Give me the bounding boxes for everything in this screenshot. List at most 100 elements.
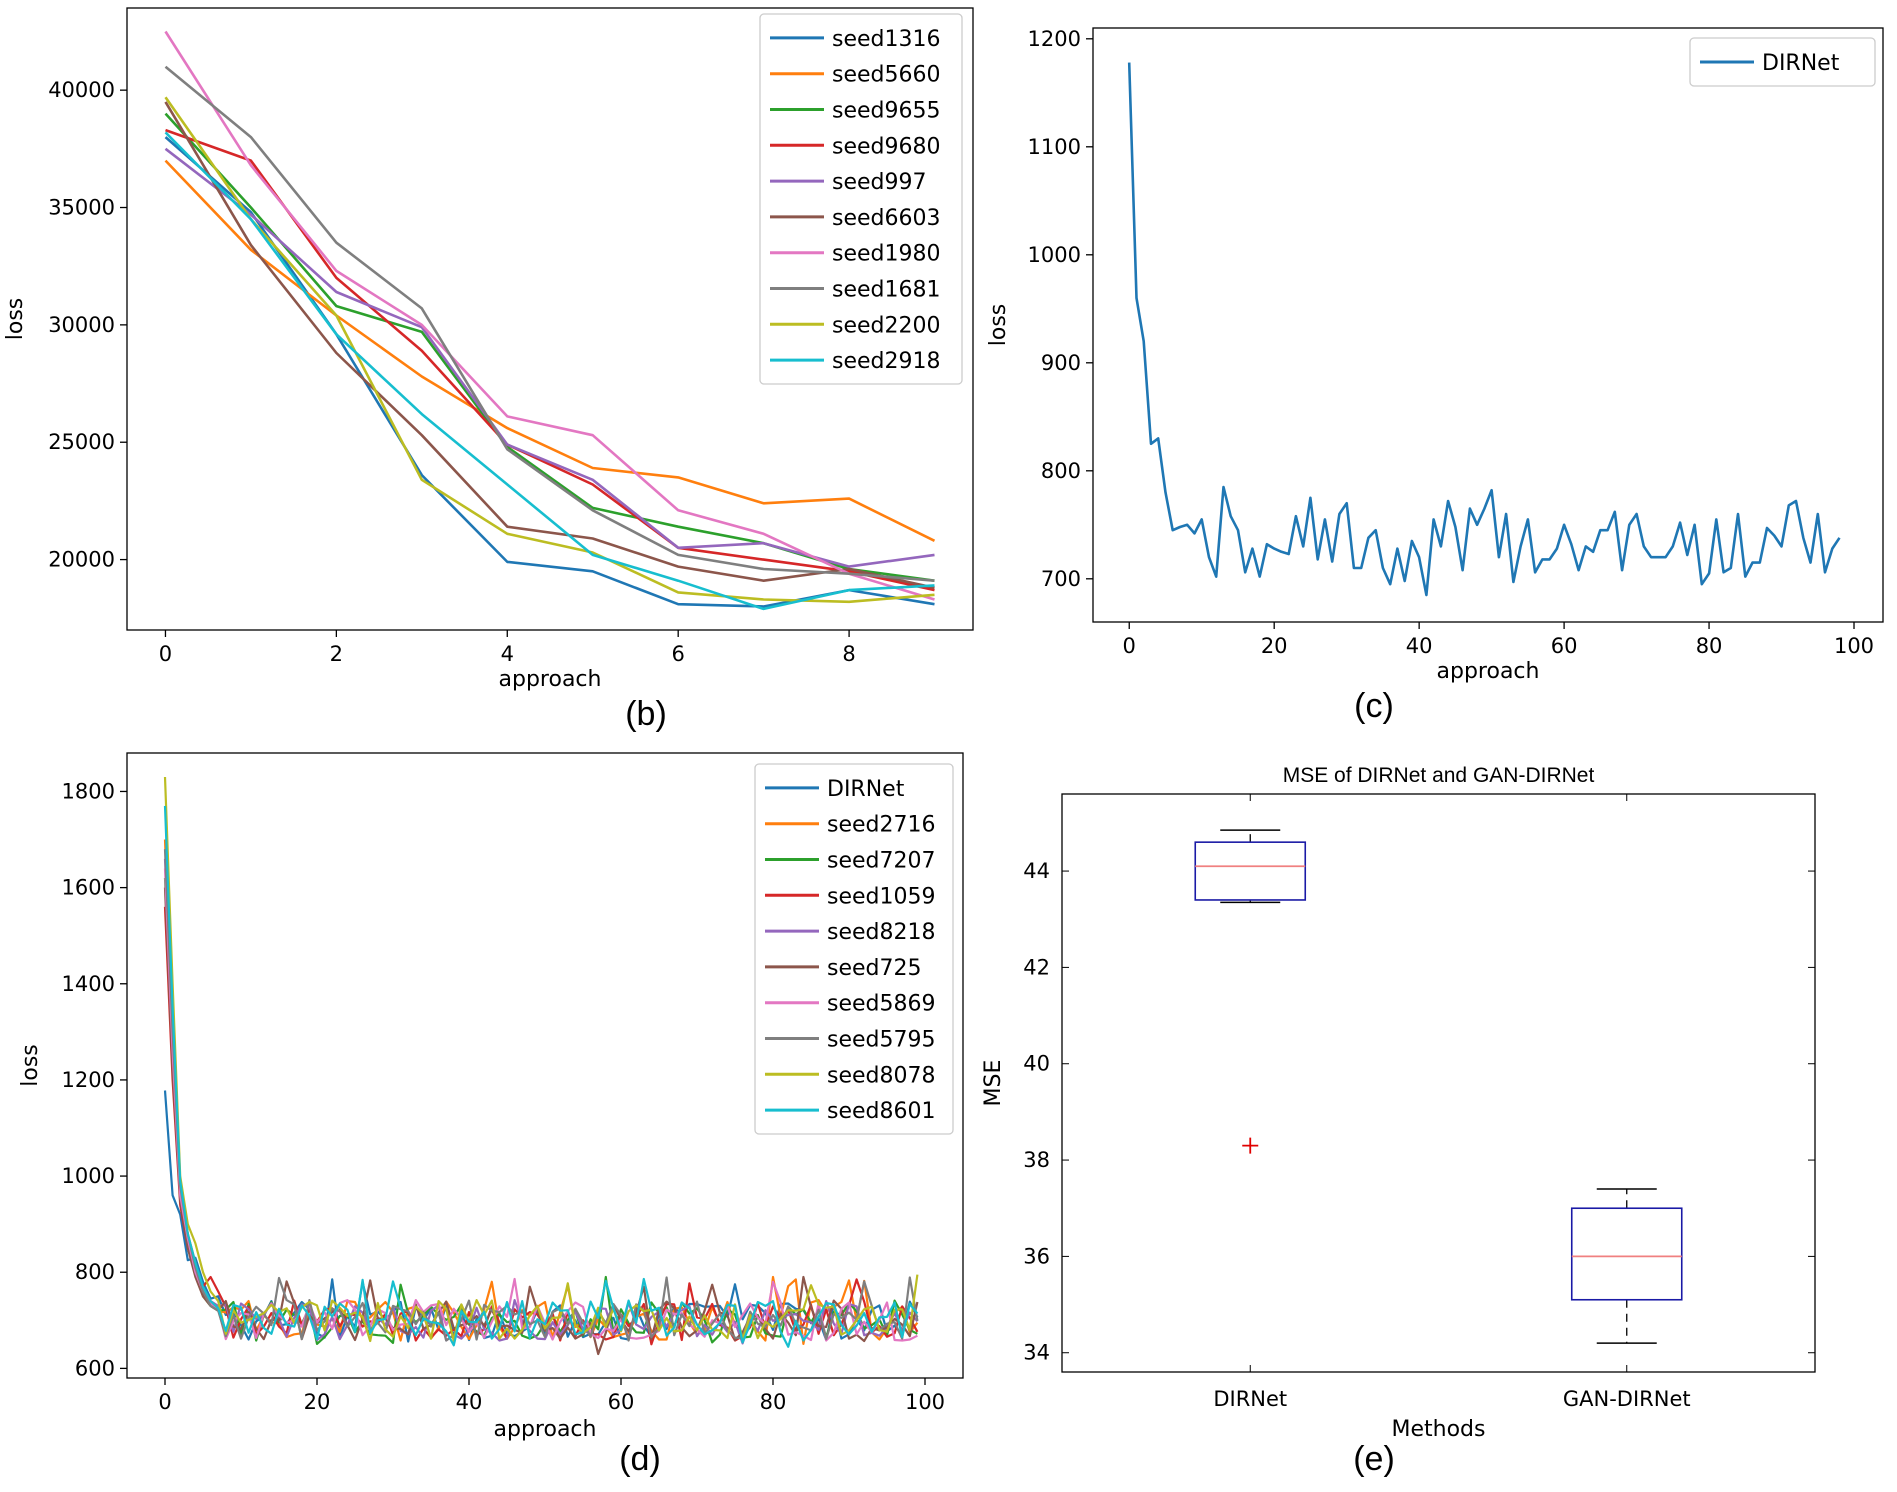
- legend-entry: seed7207: [827, 849, 936, 874]
- y-tick-label: 34: [1023, 1341, 1050, 1365]
- y-tick-label: 20000: [48, 548, 115, 572]
- x-tick-label: 40: [456, 1390, 483, 1414]
- series-line-seed2716: [163, 839, 919, 1346]
- x-tick-label: 20: [304, 1390, 331, 1414]
- series-line-seed6603: [164, 101, 935, 590]
- y-tick-label: 38: [1023, 1148, 1050, 1172]
- y-tick-label: 1200: [1028, 27, 1081, 51]
- legend-box: [1689, 37, 1876, 87]
- legend-box: [759, 13, 963, 385]
- axes-frame: [1061, 793, 1816, 1373]
- y-tick-label: 25000: [48, 430, 115, 454]
- x-axis-label: Methods: [1392, 1417, 1486, 1442]
- legend-entry: seed9655: [832, 99, 941, 124]
- legend-entry: seed8218: [827, 920, 936, 945]
- x-tick-label: 0: [158, 1390, 171, 1414]
- legend-entry: DIRNet: [1762, 51, 1840, 76]
- chart-c: 0 20 40 60 80 100 700 800 900 1000 1100 1200 approac…: [986, 27, 1884, 725]
- chart-d: 0 20 40 60 80 100 600 800 1000 1200 1400 1600 1800 ap…: [18, 752, 964, 1478]
- x-axis-label: approach: [494, 1417, 597, 1442]
- x-tick-label: 6: [671, 642, 684, 666]
- x-tick-label: 60: [1551, 634, 1578, 658]
- panel-caption: (b): [625, 695, 667, 733]
- legend-entry: seed1980: [832, 242, 941, 267]
- legend-entry: seed9680: [832, 134, 941, 159]
- legend-entry: seed5869: [827, 992, 936, 1017]
- series-line-seed8601: [163, 805, 919, 1348]
- x-tick-label: 100: [1834, 634, 1874, 658]
- x-category-label: DIRNet: [1213, 1387, 1287, 1411]
- x-axis-label: approach: [499, 667, 602, 692]
- y-tick-label: 40000: [48, 78, 115, 102]
- axes-frame: [1092, 27, 1884, 623]
- legend-entry: seed6603: [832, 206, 941, 231]
- y-tick-label: 36: [1023, 1244, 1050, 1268]
- legend-entry: seed997: [832, 170, 927, 195]
- y-tick-label: 1800: [62, 779, 115, 803]
- legend-entry: DIRNet: [827, 777, 905, 802]
- x-tick-label: 0: [1123, 634, 1136, 658]
- chart-b: 0 2 4 6 8 20000 25000 30000 35000 40000 approach lo…: [3, 7, 974, 733]
- box-DIRNet: [1194, 841, 1307, 901]
- y-axis-label: loss: [986, 304, 1011, 347]
- series-line-seed1980: [164, 30, 935, 601]
- legend-entry: seed1681: [832, 278, 941, 303]
- panel-caption: (c): [1354, 687, 1394, 725]
- x-tick-label: 2: [330, 642, 343, 666]
- x-tick-label: 80: [1696, 634, 1723, 658]
- y-tick-label: 1200: [62, 1068, 115, 1092]
- box-GAN-DIRNet: [1570, 1207, 1683, 1301]
- series-line-seed1681: [164, 65, 935, 582]
- series-line-seed5795: [163, 849, 919, 1342]
- y-tick-label: 1100: [1028, 135, 1081, 159]
- legend-entry: seed725: [827, 956, 922, 981]
- y-tick-label: 900: [1041, 351, 1081, 375]
- legend-entry: seed2200: [832, 313, 941, 338]
- x-tick-label: 20: [1261, 634, 1288, 658]
- series-line-seed5660: [164, 159, 936, 542]
- legend-entry: seed1059: [827, 884, 936, 909]
- y-tick-label: 40: [1023, 1052, 1050, 1076]
- y-tick-label: 30000: [48, 313, 115, 337]
- x-tick-label: 0: [159, 642, 172, 666]
- y-tick-label: 42: [1023, 955, 1050, 979]
- series-line-seed2918: [164, 131, 935, 611]
- y-tick-label: 1000: [1028, 243, 1081, 267]
- axes-frame: [126, 7, 974, 631]
- y-tick-label: 700: [1041, 567, 1081, 591]
- y-tick-label: 1400: [62, 972, 115, 996]
- series-line-seed8078: [163, 776, 919, 1343]
- y-tick-label: 35000: [48, 196, 115, 220]
- y-axis-label: loss: [3, 298, 28, 341]
- legend-entry: seed5660: [832, 63, 941, 88]
- chart-title: MSE of DIRNet and GAN-DIRNet: [1283, 764, 1595, 787]
- x-tick-label: 40: [1406, 634, 1433, 658]
- x-tick-label: 80: [760, 1390, 787, 1414]
- legend-box: [754, 763, 954, 1135]
- y-axis-label: loss: [18, 1044, 43, 1087]
- panel-caption: (e): [1353, 1440, 1395, 1478]
- legend-entry: seed8601: [827, 1099, 936, 1124]
- y-tick-label: 800: [75, 1260, 115, 1284]
- x-axis-label: approach: [1437, 659, 1540, 684]
- series-line-DIRNet: [1127, 62, 1841, 597]
- chart-e: DIRNet GAN-DIRNet 34 36 38 40 42 44 Methods MSE (e…: [981, 764, 1816, 1478]
- legend-entry: seed1316: [832, 27, 941, 52]
- y-tick-label: 600: [75, 1356, 115, 1380]
- legend-entry: seed2918: [832, 349, 941, 374]
- y-tick-label: 1000: [62, 1164, 115, 1188]
- x-tick-label: 60: [608, 1390, 635, 1414]
- legend-entry: seed5795: [827, 1028, 936, 1053]
- panel-caption: (d): [619, 1440, 661, 1478]
- y-axis-label: MSE: [981, 1060, 1006, 1107]
- y-tick-label: 1600: [62, 876, 115, 900]
- x-tick-label: 100: [905, 1390, 945, 1414]
- legend-entry: seed8078: [827, 1063, 936, 1088]
- legend-entry: seed2716: [827, 813, 936, 838]
- x-category-label: GAN-DIRNet: [1563, 1387, 1691, 1411]
- x-tick-label: 4: [501, 642, 514, 666]
- axes-frame: [126, 752, 964, 1379]
- outlier-marker: [1242, 1137, 1259, 1154]
- x-tick-label: 8: [842, 642, 855, 666]
